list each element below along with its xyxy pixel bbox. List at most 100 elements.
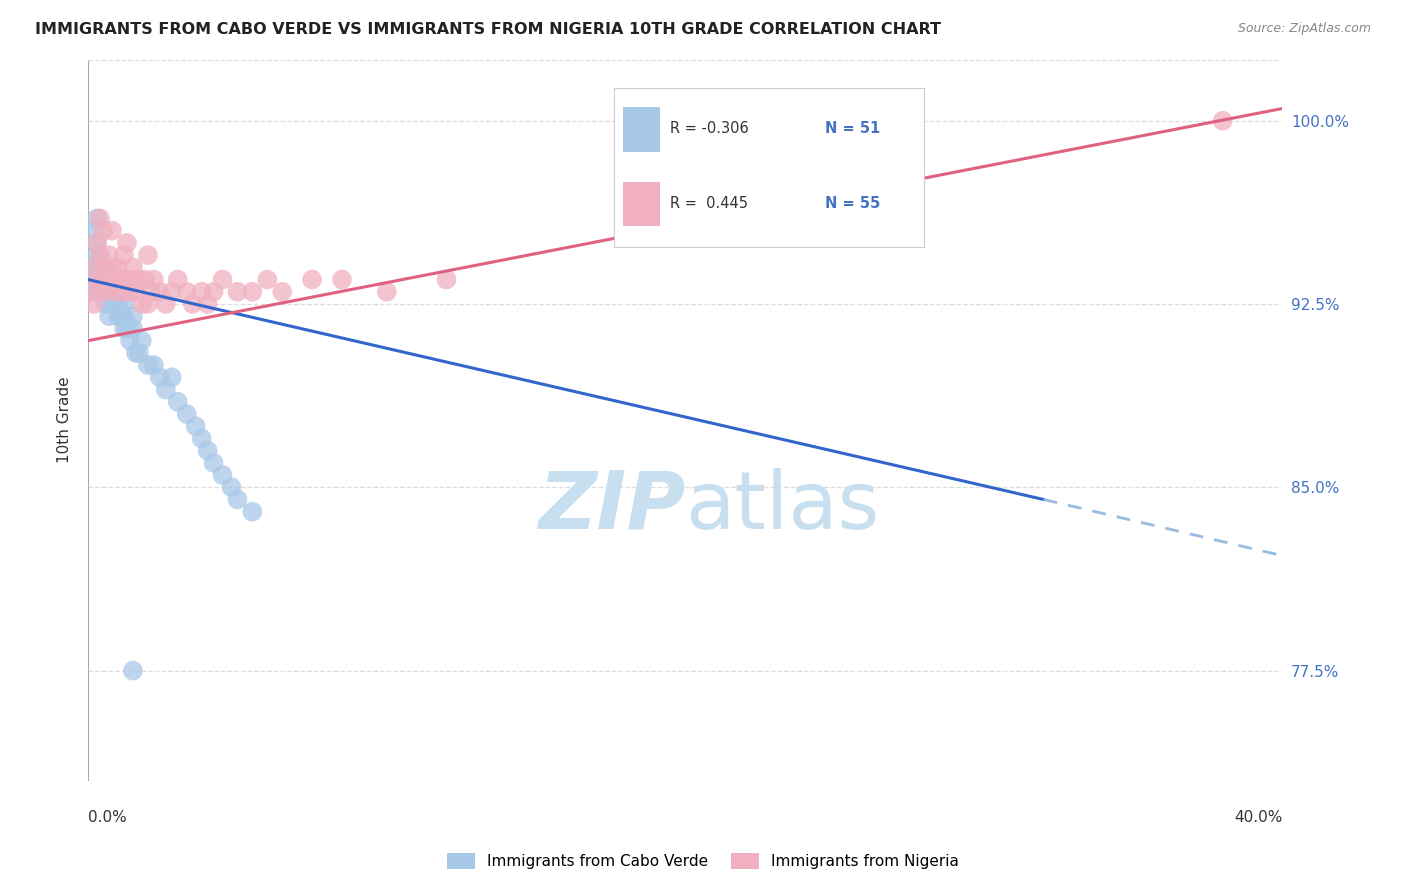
Point (176, 407, 198, 421)
Point (83, 224, 105, 238)
Point (128, 272, 150, 286)
Point (271, 285, 294, 299)
Point (83, 260, 105, 275)
Point (112, 309, 135, 323)
Text: IMMIGRANTS FROM CABO VERDE VS IMMIGRANTS FROM NIGERIA 10TH GRADE CORRELATION CHA: IMMIGRANTS FROM CABO VERDE VS IMMIGRANTS… (35, 22, 941, 37)
Legend: Immigrants from Cabo Verde, Immigrants from Nigeria: Immigrants from Cabo Verde, Immigrants f… (441, 847, 965, 875)
Point (149, 285, 172, 299)
Point (91, 272, 114, 286)
Point (112, 297, 135, 311)
Text: 40.0%: 40.0% (1234, 810, 1282, 825)
Point (155, 297, 177, 311)
Point (122, 272, 145, 286)
Point (136, 358, 159, 372)
Point (166, 272, 188, 286)
Point (211, 272, 233, 286)
Point (101, 224, 124, 238)
Point (98, 285, 121, 299)
Point (240, 285, 263, 299)
Point (155, 383, 177, 397)
Point (226, 285, 249, 299)
Point (136, 297, 159, 311)
Point (101, 272, 124, 286)
Point (89, 211, 111, 226)
Point (94, 272, 117, 286)
Point (104, 285, 127, 299)
Point (221, 480, 243, 494)
Point (142, 272, 165, 286)
Point (110, 309, 132, 323)
Point (86, 235, 108, 250)
Point (122, 309, 145, 323)
Point (94, 272, 117, 286)
Point (211, 468, 233, 483)
Point (107, 285, 129, 299)
Point (89, 248, 111, 262)
Point (86, 211, 108, 226)
Point (98, 248, 121, 262)
Point (122, 321, 145, 335)
Point (240, 505, 263, 519)
Point (436, 272, 458, 286)
Text: Source: ZipAtlas.com: Source: ZipAtlas.com (1237, 22, 1371, 36)
Text: 0.0%: 0.0% (89, 810, 127, 825)
Point (98, 285, 121, 299)
Point (190, 285, 212, 299)
Point (107, 309, 129, 323)
Point (190, 431, 212, 445)
Point (91, 285, 114, 299)
Point (149, 370, 172, 384)
Point (86, 272, 108, 286)
Text: atlas: atlas (685, 467, 880, 546)
Point (301, 272, 323, 286)
Point (86, 248, 108, 262)
Point (1212, 113, 1234, 128)
Point (197, 297, 219, 311)
Point (101, 260, 124, 275)
Point (128, 346, 150, 360)
Point (136, 248, 159, 262)
Point (104, 297, 127, 311)
Point (226, 492, 249, 507)
Point (134, 272, 156, 286)
Point (89, 285, 111, 299)
Point (112, 321, 135, 335)
Point (118, 334, 141, 348)
Text: ZIP: ZIP (538, 467, 685, 546)
Point (83, 285, 105, 299)
Point (104, 272, 127, 286)
Point (89, 285, 111, 299)
Point (330, 272, 353, 286)
Point (131, 297, 153, 311)
Point (256, 272, 278, 286)
Point (115, 321, 138, 335)
Y-axis label: 10th Grade: 10th Grade (58, 376, 72, 463)
Point (91, 272, 114, 286)
Point (91, 260, 114, 275)
Point (107, 260, 129, 275)
Point (94, 297, 117, 311)
Point (202, 285, 225, 299)
Point (375, 285, 398, 299)
Point (139, 285, 162, 299)
Point (83, 260, 105, 275)
Point (197, 443, 219, 458)
Point (184, 419, 207, 434)
Point (89, 248, 111, 262)
Point (89, 260, 111, 275)
Point (160, 370, 183, 384)
Point (160, 285, 183, 299)
Point (142, 358, 165, 372)
Point (125, 285, 148, 299)
Point (181, 297, 204, 311)
Point (80, 272, 103, 286)
Point (80, 285, 103, 299)
Point (202, 456, 225, 470)
Point (166, 394, 188, 409)
Point (83, 297, 105, 311)
Point (118, 285, 141, 299)
Point (94, 260, 117, 275)
Point (110, 272, 132, 286)
Point (131, 334, 153, 348)
Point (112, 248, 135, 262)
